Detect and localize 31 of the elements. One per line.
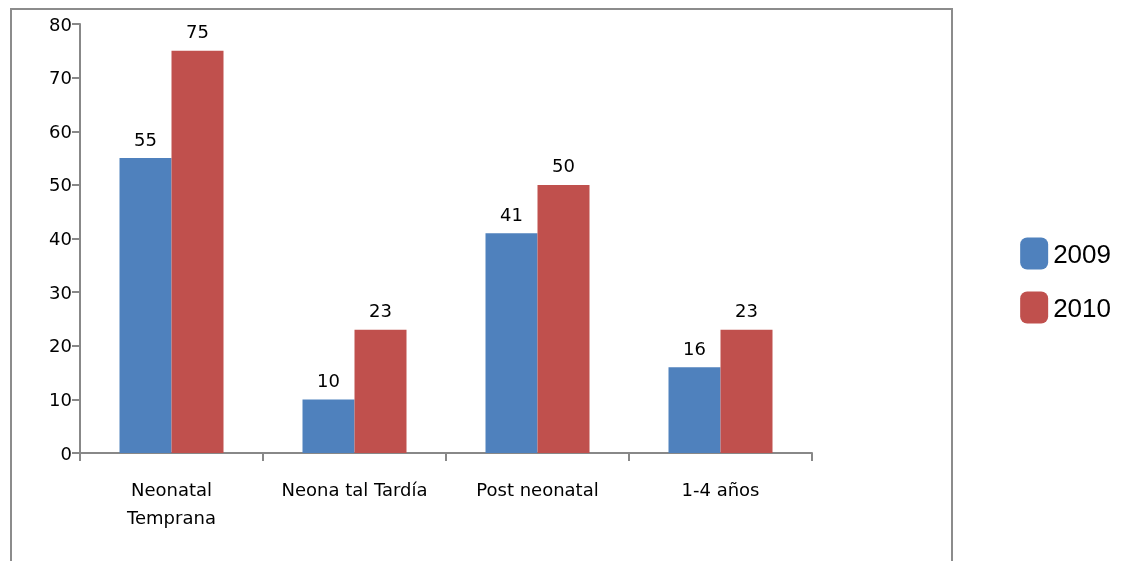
legend-label: 2010 [1053, 292, 1111, 323]
data-label: 16 [683, 337, 706, 359]
data-label: 23 [735, 300, 758, 322]
x-tick-label: Neona tal Tardía [281, 478, 428, 500]
data-label: 10 [317, 369, 340, 391]
y-tick-label: 60 [49, 120, 72, 142]
data-label: 75 [186, 21, 209, 43]
data-label: 50 [552, 155, 575, 177]
bar [720, 329, 773, 453]
data-label: 55 [134, 128, 157, 150]
bar [668, 367, 721, 453]
y-tick-label: 50 [49, 174, 72, 196]
legend-label: 2009 [1053, 238, 1111, 269]
x-tick-label: Post neonatal [476, 478, 599, 500]
y-tick-label: 20 [49, 335, 72, 357]
y-tick-label: 30 [49, 281, 72, 303]
y-tick-label: 0 [60, 442, 72, 464]
bar [485, 233, 538, 453]
bar [119, 158, 172, 453]
y-tick-label: 40 [49, 228, 72, 249]
bar [354, 329, 407, 453]
bar [302, 399, 355, 453]
y-tick-label: 70 [49, 67, 72, 89]
x-tick-label: 1-4 años [681, 478, 760, 500]
bar [171, 50, 224, 453]
y-tick-label: 10 [49, 388, 72, 410]
x-tick-label: Neonatal Temprana [126, 478, 216, 528]
data-label: 23 [369, 300, 392, 322]
bar [537, 184, 590, 453]
y-tick-label: 80 [49, 13, 72, 35]
data-label: 41 [500, 203, 523, 225]
